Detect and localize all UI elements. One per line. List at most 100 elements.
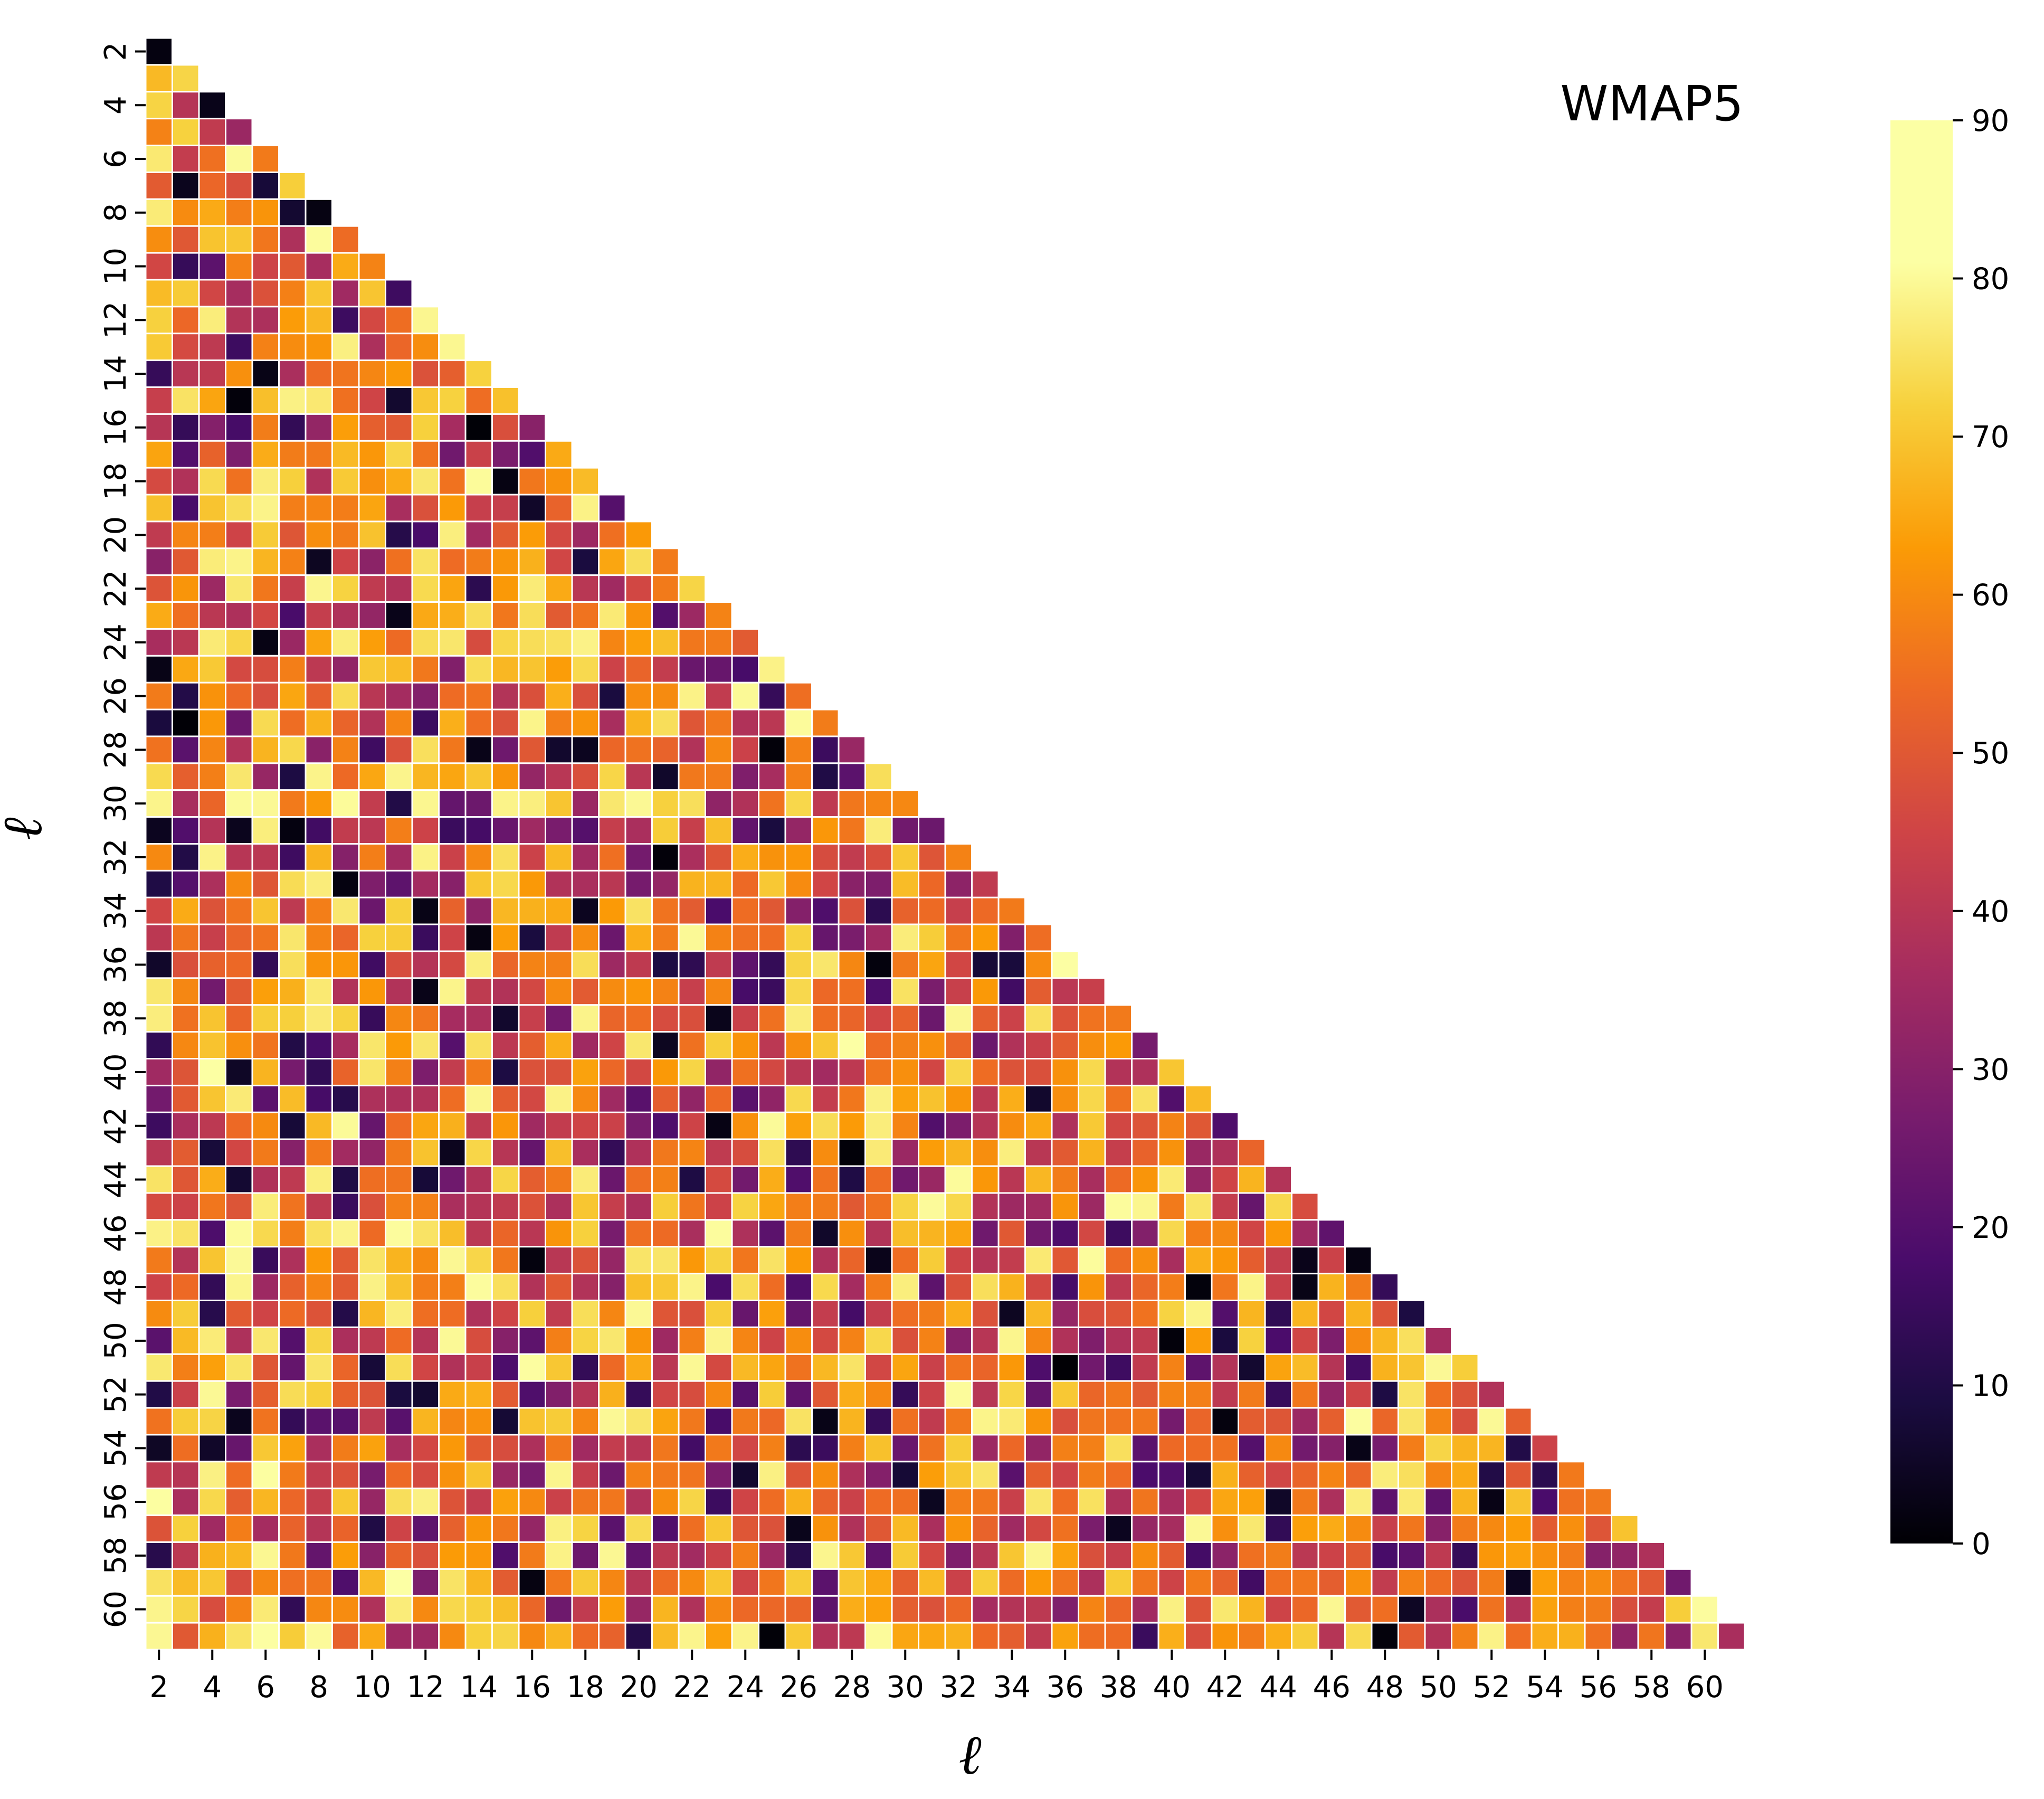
- heatmap-cell: [411, 494, 440, 523]
- heatmap-cell: [225, 1407, 253, 1436]
- heatmap-cell: [331, 681, 360, 711]
- heatmap-cell: [571, 1380, 600, 1409]
- heatmap-cell: [918, 1004, 946, 1033]
- heatmap-cell: [491, 574, 520, 603]
- heatmap-cell: [1184, 1192, 1213, 1221]
- heatmap-cell: [464, 977, 493, 1006]
- heatmap-cell: [1211, 1380, 1239, 1409]
- heatmap-cell: [464, 1084, 493, 1113]
- heatmap-cell: [305, 1004, 333, 1033]
- heatmap-cell: [705, 1246, 733, 1275]
- heatmap-cell: [838, 1031, 866, 1060]
- heatmap-cell: [251, 171, 280, 200]
- heatmap-cell: [971, 1380, 1000, 1409]
- heatmap-cell: [358, 1300, 386, 1328]
- heatmap-cell: [331, 547, 360, 576]
- heatmap-cell: [411, 1326, 440, 1355]
- heatmap-cell: [331, 1165, 360, 1194]
- heatmap-cell: [705, 1595, 733, 1624]
- x-tick-label: 26: [780, 1670, 817, 1705]
- heatmap-cell: [1131, 1434, 1159, 1463]
- heatmap-cell: [864, 1273, 893, 1302]
- heatmap-cell: [198, 1514, 226, 1543]
- heatmap-cell: [331, 1300, 360, 1328]
- heatmap-cell: [1157, 1434, 1186, 1463]
- heatmap-cell: [172, 520, 200, 550]
- heatmap-cell: [464, 1568, 493, 1597]
- heatmap-cell: [784, 789, 813, 818]
- heatmap-cell: [571, 789, 600, 818]
- heatmap-cell: [358, 1595, 386, 1624]
- heatmap-cell: [1451, 1541, 1479, 1570]
- heatmap-cell: [464, 1058, 493, 1086]
- heatmap-cell: [1184, 1514, 1213, 1543]
- heatmap-cell: [705, 896, 733, 925]
- heatmap-cell: [997, 1300, 1026, 1328]
- heatmap-cell: [1477, 1514, 1506, 1543]
- heatmap-cell: [624, 1165, 653, 1194]
- heatmap-cell: [598, 1004, 626, 1033]
- heatmap-cell: [438, 601, 467, 630]
- heatmap-cell: [598, 1300, 626, 1328]
- heatmap-cell: [145, 171, 173, 200]
- heatmap-cell: [385, 1514, 413, 1543]
- y-tick-label: 58: [99, 1537, 133, 1574]
- heatmap-cell: [331, 708, 360, 737]
- heatmap-cell: [1611, 1541, 1639, 1570]
- heatmap-cell: [411, 923, 440, 952]
- heatmap-cell: [891, 1514, 919, 1543]
- heatmap-cell: [518, 896, 546, 925]
- heatmap-cell: [518, 950, 546, 979]
- heatmap-cell: [997, 1514, 1026, 1543]
- heatmap-cell: [678, 1541, 706, 1570]
- heatmap-cell: [518, 1300, 546, 1328]
- heatmap-cell: [784, 1622, 813, 1651]
- heatmap-cell: [571, 1353, 600, 1382]
- heatmap-cell: [598, 1353, 626, 1382]
- heatmap-cell: [705, 628, 733, 657]
- heatmap-cell: [411, 1138, 440, 1167]
- heatmap-cell: [545, 1541, 573, 1570]
- heatmap-cell: [225, 977, 253, 1006]
- heatmap-cell: [172, 1380, 200, 1409]
- heatmap-cell: [518, 547, 546, 576]
- heatmap-cell: [758, 923, 786, 952]
- heatmap-cell: [145, 1165, 173, 1194]
- heatmap-cell: [385, 547, 413, 576]
- heatmap-cell: [1264, 1192, 1292, 1221]
- heatmap-cell: [811, 923, 840, 952]
- heatmap-cell: [1051, 1084, 1079, 1113]
- heatmap-cell: [225, 1165, 253, 1194]
- heatmap-cell: [251, 789, 280, 818]
- heatmap-cell: [491, 1326, 520, 1355]
- heatmap-cell: [1264, 1165, 1292, 1194]
- heatmap-cell: [491, 1541, 520, 1570]
- heatmap-cell: [251, 1031, 280, 1060]
- heatmap-cell: [172, 547, 200, 576]
- heatmap-cell: [1211, 1326, 1239, 1355]
- heatmap-cell: [571, 1219, 600, 1248]
- heatmap-cell: [997, 923, 1026, 952]
- heatmap-cell: [598, 869, 626, 898]
- heatmap-cell: [251, 1622, 280, 1651]
- heatmap-cell: [864, 1595, 893, 1624]
- heatmap-cell: [1051, 1488, 1079, 1517]
- heatmap-cell: [464, 708, 493, 737]
- heatmap-cell: [464, 1595, 493, 1624]
- heatmap-cell: [651, 1326, 680, 1355]
- heatmap-cell: [331, 413, 360, 442]
- heatmap-cell: [172, 628, 200, 657]
- heatmap-cell: [1451, 1380, 1479, 1409]
- heatmap-cell: [1078, 1165, 1106, 1194]
- heatmap-cell: [251, 816, 280, 845]
- heatmap-cell: [172, 225, 200, 254]
- heatmap-cell: [278, 1595, 307, 1624]
- heatmap-cell: [1317, 1488, 1346, 1517]
- heatmap-cell: [331, 1407, 360, 1436]
- heatmap-cell: [1371, 1461, 1399, 1490]
- heatmap-cell: [1131, 1461, 1159, 1490]
- heatmap-cell: [145, 896, 173, 925]
- heatmap-cell: [571, 1568, 600, 1597]
- heatmap-cell: [864, 1461, 893, 1490]
- heatmap-cell: [624, 1273, 653, 1302]
